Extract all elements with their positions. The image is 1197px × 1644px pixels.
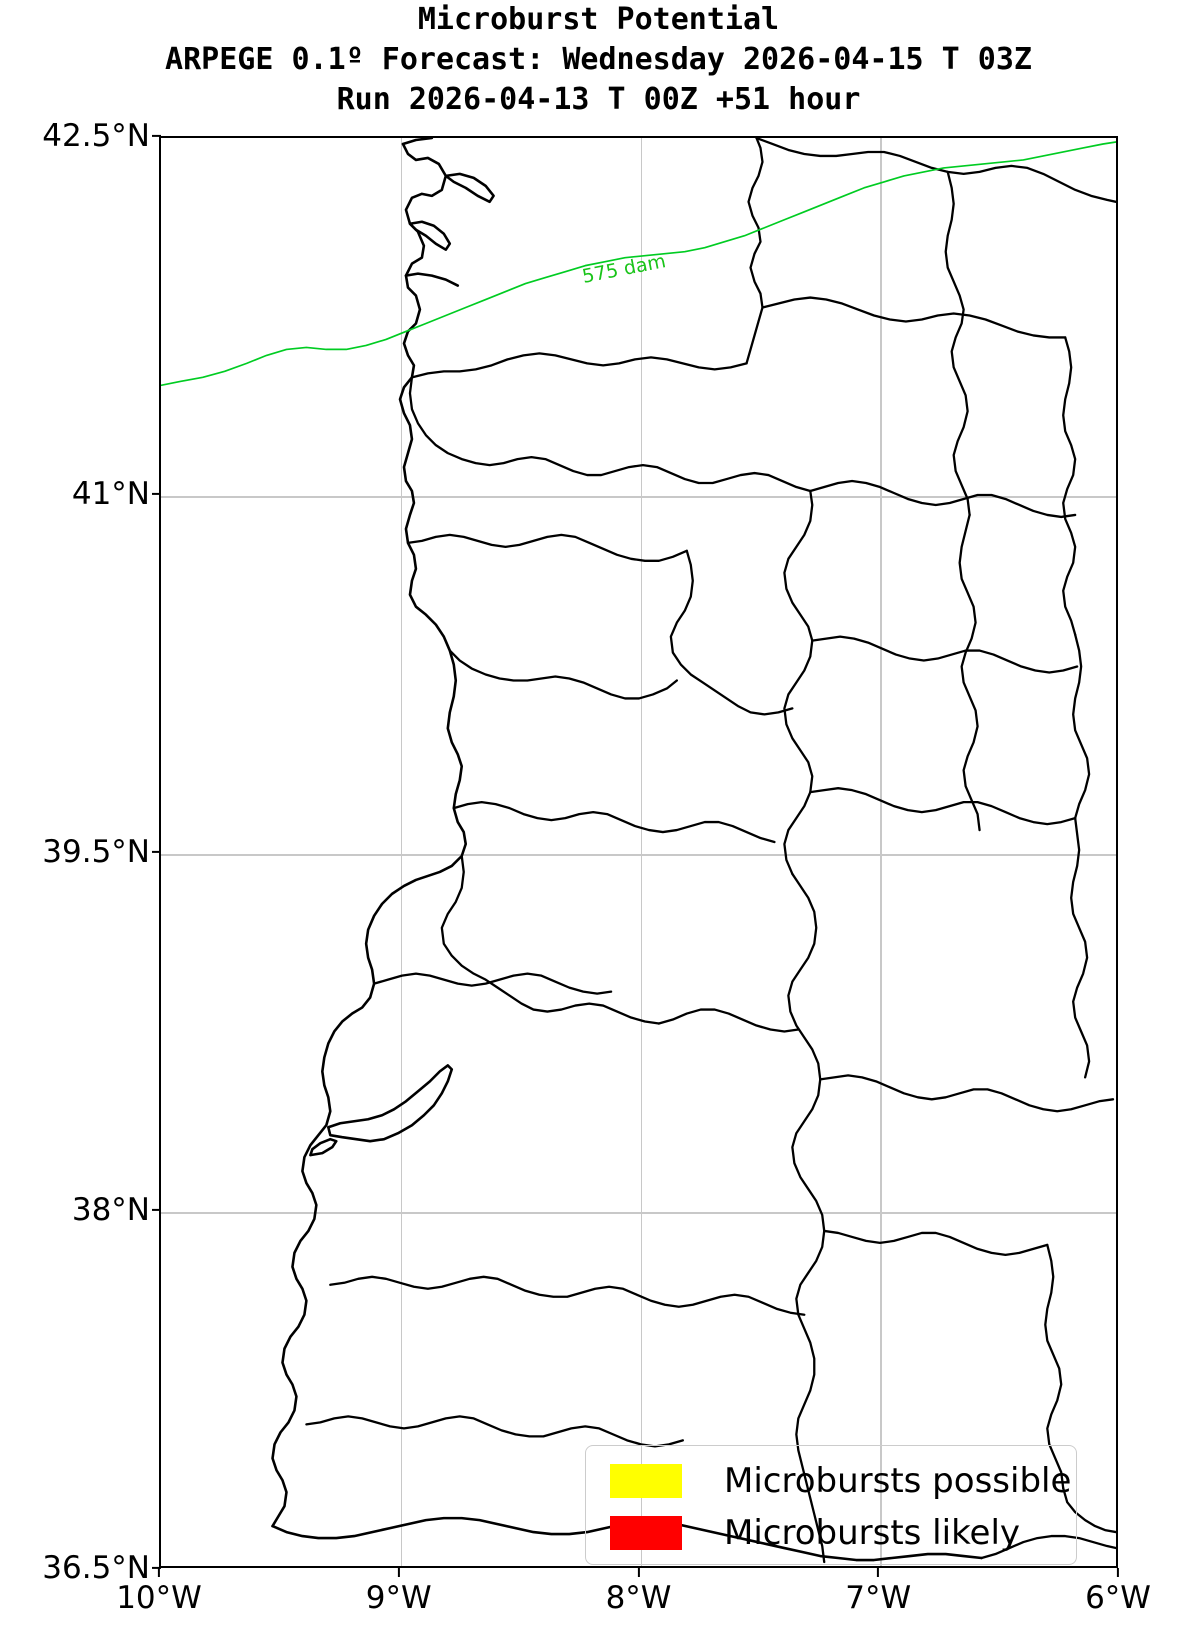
border-district-7 bbox=[372, 972, 613, 995]
border-spain-prov-1 bbox=[809, 479, 1077, 519]
border-portugal-spain-north bbox=[408, 376, 812, 493]
border-district-1 bbox=[406, 533, 688, 562]
x-tick-mark-9W bbox=[397, 1568, 400, 1577]
x-tick-label-6W: 6°W bbox=[1085, 1580, 1151, 1616]
border-district-5 bbox=[440, 854, 661, 1025]
legend-swatch-red bbox=[610, 1516, 682, 1550]
gridline-9W bbox=[400, 138, 403, 1566]
forecast-subtitle: ARPEGE 0.1º Forecast: Wednesday 2026-04-… bbox=[165, 42, 1032, 77]
x-tick-mark-10W bbox=[157, 1568, 161, 1577]
gridline-38N bbox=[161, 1212, 1116, 1214]
legend-label-possible: Microbursts possible bbox=[724, 1461, 1072, 1501]
border-spain-prov-2 bbox=[811, 635, 1079, 674]
run-subtitle: Run 2026-04-13 T 00Z +51 hour bbox=[336, 82, 861, 117]
border-portugal-spain-south bbox=[787, 872, 826, 1564]
tagus-estuary bbox=[327, 1064, 454, 1143]
coastline-galicia bbox=[401, 138, 434, 146]
border-district-4 bbox=[452, 800, 776, 844]
y-tick-mark-39_5N bbox=[152, 850, 161, 854]
map-geometry bbox=[161, 138, 1116, 1564]
sado-inlet bbox=[309, 1137, 338, 1157]
border-portugal-spain-mid bbox=[783, 489, 814, 876]
mino-river-mouth bbox=[404, 272, 460, 287]
border-spain-prov-vertical-6 bbox=[1062, 1487, 1116, 1534]
gridline-39_5N bbox=[161, 854, 1116, 856]
y-tick-label-41N: 41°N bbox=[71, 476, 150, 512]
coastline-portugal bbox=[271, 142, 468, 1528]
contour-575dam bbox=[161, 141, 1116, 387]
y-tick-label-38N: 38°N bbox=[71, 1192, 150, 1228]
border-castilla-north bbox=[761, 296, 1067, 339]
ria-inlet-1 bbox=[444, 172, 495, 204]
y-tick-mark-42_5N bbox=[152, 134, 161, 138]
x-tick-label-8W: 8°W bbox=[605, 1580, 672, 1616]
border-district-8 bbox=[329, 1275, 806, 1316]
x-tick-mark-8W bbox=[637, 1568, 640, 1577]
border-galicia-south bbox=[410, 352, 748, 379]
border-spain-prov-5 bbox=[823, 1229, 1049, 1257]
gridline-7W bbox=[880, 138, 882, 1566]
x-tick-mark-6W bbox=[1116, 1568, 1120, 1577]
border-spain-prov-vertical-4 bbox=[1070, 816, 1091, 1079]
border-spain-prov-3 bbox=[809, 787, 1077, 826]
ria-inlet-2 bbox=[408, 220, 452, 251]
border-district-2 bbox=[669, 549, 794, 716]
y-tick-mark-36_5N bbox=[152, 1566, 161, 1570]
y-tick-label-42_5N: 42.5°N bbox=[42, 118, 150, 154]
border-galicia-east bbox=[745, 138, 764, 365]
map-legend[interactable]: Microbursts possible Microbursts likely bbox=[585, 1445, 1077, 1565]
border-spain-prov-vertical-5 bbox=[1044, 1243, 1065, 1490]
y-tick-label-36_5N: 36.5°N bbox=[42, 1550, 150, 1586]
border-spain-prov-6 bbox=[980, 1534, 1116, 1560]
gridline-41N bbox=[161, 496, 1116, 498]
x-tick-label-7W: 7°W bbox=[845, 1580, 912, 1616]
y-tick-mark-41N bbox=[152, 492, 161, 496]
border-north-top bbox=[755, 138, 1116, 203]
y-tick-mark-38N bbox=[152, 1208, 161, 1212]
legend-swatch-yellow bbox=[610, 1464, 682, 1498]
border-district-9 bbox=[305, 1415, 684, 1448]
y-tick-label-39_5N: 39.5°N bbox=[42, 834, 150, 870]
border-spain-prov-vertical-1 bbox=[944, 170, 971, 517]
x-tick-mark-7W bbox=[877, 1568, 880, 1577]
border-spain-prov-4 bbox=[819, 1074, 1115, 1113]
x-tick-label-9W: 9°W bbox=[365, 1580, 432, 1616]
legend-label-likely: Microbursts likely bbox=[724, 1513, 1021, 1553]
border-district-6 bbox=[657, 1008, 800, 1033]
border-spain-prov-vertical-3 bbox=[1072, 633, 1091, 820]
border-spain-prov-vertical-2 bbox=[958, 513, 981, 832]
x-tick-label-10W: 10°W bbox=[116, 1580, 202, 1616]
map-plot-area[interactable]: 575 dam Microbursts possible Microbursts… bbox=[159, 136, 1118, 1568]
page-title: Microburst Potential bbox=[417, 2, 780, 37]
legend-item-possible[interactable]: Microbursts possible bbox=[586, 1455, 1076, 1507]
border-district-3 bbox=[448, 649, 678, 700]
title-block: Microburst Potential ARPEGE 0.1º Forecas… bbox=[0, 0, 1197, 120]
gridline-8W bbox=[640, 138, 643, 1566]
legend-item-likely[interactable]: Microbursts likely bbox=[586, 1507, 1076, 1559]
border-castilla-east bbox=[1062, 336, 1077, 636]
